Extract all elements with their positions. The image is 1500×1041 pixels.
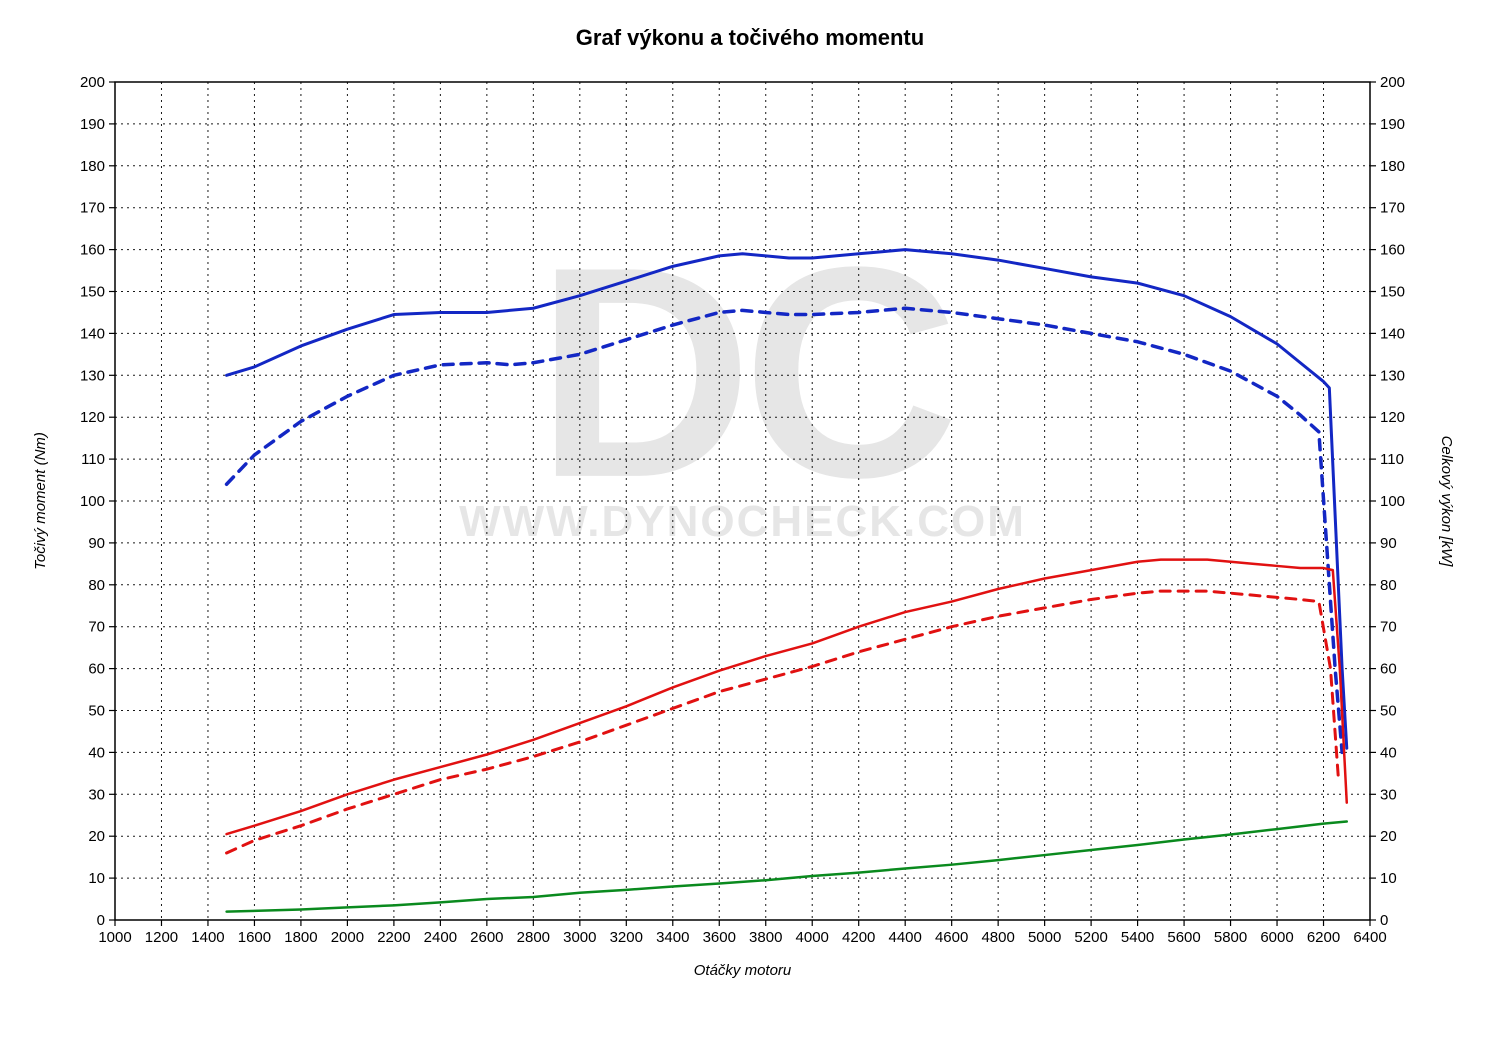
ytick-left-label: 170 <box>80 200 105 217</box>
ytick-left-label: 20 <box>88 828 105 845</box>
ytick-left-label: 30 <box>88 786 105 803</box>
ytick-left-label: 70 <box>88 619 105 636</box>
xtick-label: 4600 <box>935 929 968 946</box>
ytick-right-label: 60 <box>1380 661 1397 678</box>
dyno-chart: DCWWW.DYNOCHECK.COM100012001400160018002… <box>0 0 1500 1041</box>
xtick-label: 6200 <box>1307 929 1340 946</box>
xtick-label: 2000 <box>331 929 364 946</box>
xtick-label: 5000 <box>1028 929 1061 946</box>
ytick-left-label: 80 <box>88 577 105 594</box>
ytick-right-label: 160 <box>1380 242 1405 259</box>
ytick-right-label: 10 <box>1380 870 1397 887</box>
ytick-left-label: 110 <box>81 451 105 468</box>
xtick-label: 1200 <box>145 929 178 946</box>
ytick-right-label: 190 <box>1380 116 1405 133</box>
ytick-left-label: 130 <box>80 367 105 384</box>
xtick-label: 3600 <box>703 929 736 946</box>
xtick-label: 6400 <box>1353 929 1386 946</box>
ytick-left-label: 60 <box>88 661 105 678</box>
ytick-right-label: 50 <box>1380 703 1397 720</box>
ytick-right-label: 180 <box>1380 158 1405 175</box>
ytick-right-label: 70 <box>1380 619 1397 636</box>
ytick-right-label: 150 <box>1380 284 1405 301</box>
xtick-label: 1800 <box>284 929 317 946</box>
xtick-label: 2200 <box>377 929 410 946</box>
xtick-label: 3200 <box>610 929 643 946</box>
svg-text:WWW.DYNOCHECK.COM: WWW.DYNOCHECK.COM <box>459 497 1026 546</box>
ytick-right-label: 170 <box>1380 200 1405 217</box>
xtick-label: 1600 <box>238 929 271 946</box>
xtick-label: 2400 <box>424 929 457 946</box>
ytick-left-label: 190 <box>80 116 105 133</box>
ytick-right-label: 20 <box>1380 828 1397 845</box>
ytick-left-label: 100 <box>80 493 105 510</box>
xtick-label: 6000 <box>1260 929 1293 946</box>
ytick-left-label: 90 <box>88 535 105 552</box>
ytick-left-label: 150 <box>80 284 105 301</box>
ytick-right-label: 30 <box>1380 786 1397 803</box>
ytick-right-label: 120 <box>1380 409 1405 426</box>
xtick-label: 5800 <box>1214 929 1247 946</box>
ytick-right-label: 90 <box>1380 535 1397 552</box>
xtick-label: 1000 <box>98 929 131 946</box>
ytick-left-label: 160 <box>80 242 105 259</box>
xtick-label: 3000 <box>563 929 596 946</box>
xtick-label: 3400 <box>656 929 689 946</box>
y-axis-right-label: Celkový výkon [kW] <box>1438 436 1455 568</box>
chart-title: Graf výkonu a točivého momentu <box>576 25 924 50</box>
ytick-left-label: 40 <box>88 744 105 761</box>
ytick-left-label: 50 <box>88 703 105 720</box>
ytick-right-label: 80 <box>1380 577 1397 594</box>
xtick-label: 2800 <box>517 929 550 946</box>
ytick-left-label: 180 <box>80 158 105 175</box>
xtick-label: 5200 <box>1074 929 1107 946</box>
xtick-label: 4200 <box>842 929 875 946</box>
ytick-right-label: 140 <box>1380 325 1405 342</box>
ytick-left-label: 200 <box>80 74 105 91</box>
ytick-right-label: 40 <box>1380 744 1397 761</box>
xtick-label: 4000 <box>796 929 829 946</box>
y-axis-left-label: Točivý moment (Nm) <box>32 432 49 570</box>
xtick-label: 2600 <box>470 929 503 946</box>
ytick-right-label: 110 <box>1380 451 1404 468</box>
xtick-label: 1400 <box>191 929 224 946</box>
ytick-left-label: 120 <box>80 409 105 426</box>
xtick-label: 4400 <box>888 929 921 946</box>
ytick-right-label: 130 <box>1380 367 1405 384</box>
xtick-label: 5600 <box>1167 929 1200 946</box>
ytick-left-label: 0 <box>97 912 105 929</box>
x-axis-label: Otáčky motoru <box>694 962 792 979</box>
xtick-label: 4800 <box>981 929 1014 946</box>
chart-svg: DCWWW.DYNOCHECK.COM100012001400160018002… <box>0 0 1500 1041</box>
ytick-right-label: 200 <box>1380 74 1405 91</box>
ytick-left-label: 140 <box>80 325 105 342</box>
xtick-label: 3800 <box>749 929 782 946</box>
ytick-right-label: 0 <box>1380 912 1388 929</box>
ytick-right-label: 100 <box>1380 493 1405 510</box>
xtick-label: 5400 <box>1121 929 1154 946</box>
ytick-left-label: 10 <box>88 870 105 887</box>
